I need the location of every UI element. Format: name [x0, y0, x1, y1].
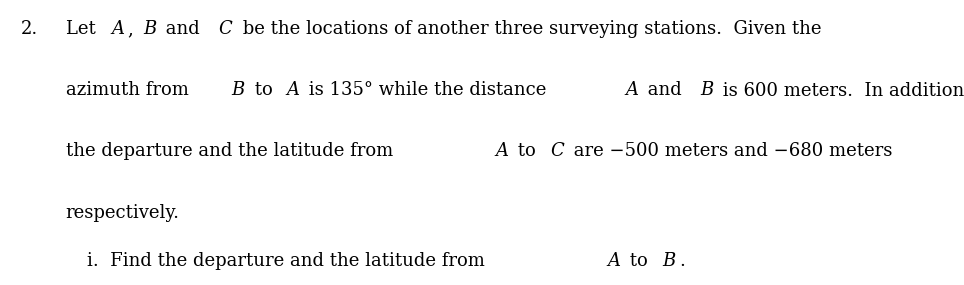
Text: A: A: [625, 81, 638, 99]
Text: A: A: [495, 142, 508, 160]
Text: be the locations of another three surveying stations.  Given the: be the locations of another three survey…: [236, 20, 821, 38]
Text: C: C: [219, 20, 232, 38]
Text: and: and: [642, 81, 687, 99]
Text: A: A: [607, 252, 621, 270]
Text: B: B: [231, 81, 245, 99]
Text: 2.: 2.: [21, 20, 39, 38]
Text: ,: ,: [128, 20, 140, 38]
Text: the departure and the latitude from: the departure and the latitude from: [66, 142, 398, 160]
Text: to: to: [625, 252, 654, 270]
Text: .: .: [680, 252, 685, 270]
Text: i.  Find the departure and the latitude from: i. Find the departure and the latitude f…: [87, 252, 491, 270]
Text: Let: Let: [66, 20, 101, 38]
Text: A: A: [286, 81, 300, 99]
Text: C: C: [550, 142, 564, 160]
Text: is 600 meters.  In addition,: is 600 meters. In addition,: [717, 81, 964, 99]
Text: to: to: [249, 81, 279, 99]
Text: is 135° while the distance: is 135° while the distance: [304, 81, 552, 99]
Text: respectively.: respectively.: [66, 204, 179, 222]
Text: and: and: [160, 20, 205, 38]
Text: B: B: [143, 20, 156, 38]
Text: A: A: [112, 20, 124, 38]
Text: are −500 meters and −680 meters: are −500 meters and −680 meters: [568, 142, 893, 160]
Text: B: B: [662, 252, 676, 270]
Text: B: B: [701, 81, 713, 99]
Text: azimuth from: azimuth from: [66, 81, 194, 99]
Text: to: to: [512, 142, 542, 160]
